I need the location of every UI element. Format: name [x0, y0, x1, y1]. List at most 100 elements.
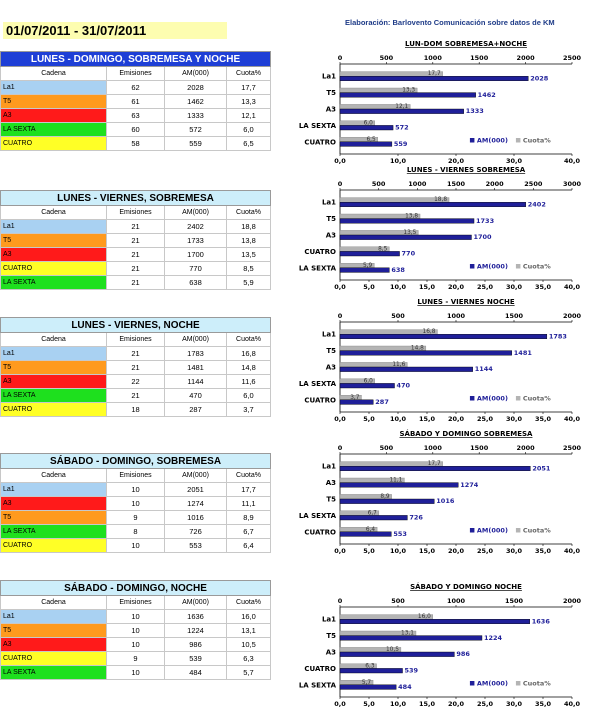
value-cell: 17,7: [226, 482, 271, 497]
value-cell: 12,1: [226, 108, 271, 123]
value-cell: 8: [106, 524, 165, 539]
legend-swatch-cuota: [515, 264, 521, 269]
column-header: AM(000): [164, 205, 227, 220]
channel-cell: LA SEXTA: [0, 275, 107, 290]
cuota-value-label: 13,5: [403, 230, 416, 236]
bottom-axis-tick-label: 25,0: [477, 547, 494, 555]
value-cell: 63: [106, 108, 165, 123]
table-row: La1 62 2028 17,7: [0, 80, 271, 95]
value-cell: 1274: [164, 496, 227, 511]
cuota-value-label: 8,5: [378, 246, 388, 252]
chart-title: LUN-DOM SOBREMESA+NOCHE: [405, 40, 527, 48]
top-axis-tick-label: 1000: [424, 444, 443, 452]
am-value-label: 1481: [514, 349, 533, 357]
value-cell: 726: [164, 524, 227, 539]
bottom-axis-tick-label: 10,0: [390, 157, 407, 165]
am-bar: [339, 141, 393, 147]
top-axis-tick-label: 1000: [424, 54, 443, 62]
audience-table: SÁBADO - DOMINGO, SOBREMESA Cadena Emision…: [0, 453, 271, 553]
value-cell: 1636: [164, 609, 227, 624]
bottom-axis-tick-label: 20,0: [448, 415, 465, 423]
category-label: LA SEXTA: [299, 681, 337, 689]
am-bar: [339, 651, 455, 657]
table-row: T5 9 1016 8,9: [0, 510, 271, 525]
category-label: LA SEXTA: [299, 122, 337, 130]
bottom-axis-tick-label: 5,0: [363, 547, 375, 555]
value-cell: 1333: [164, 108, 227, 123]
am-value-label: 1783: [549, 332, 567, 340]
audience-table: SÁBADO - DOMINGO, NOCHE Cadena Emisiones AM…: [0, 580, 271, 680]
category-label: LA SEXTA: [299, 380, 337, 388]
top-axis-tick-label: 2000: [486, 180, 505, 188]
value-cell: 1144: [164, 374, 227, 389]
category-label: T5: [326, 632, 336, 640]
bottom-axis-tick-label: 20,0: [448, 700, 465, 708]
column-header: Cuota%: [226, 205, 271, 220]
cuota-value-label: 13,8: [405, 214, 418, 220]
cuota-value-label: 6,5: [366, 137, 376, 143]
value-cell: 13,1: [226, 623, 271, 638]
top-axis-tick-label: 1000: [408, 180, 427, 188]
am-value-label: 1224: [484, 634, 503, 642]
category-label: La1: [322, 73, 336, 81]
bar-chart: SÁBADO Y DOMINGO NOCHE 0 500 1000 1500 2000 0,…: [299, 582, 582, 708]
value-cell: 287: [164, 402, 227, 417]
value-cell: 6,0: [226, 388, 271, 403]
value-cell: 1481: [164, 360, 227, 375]
top-axis-tick-label: 0: [338, 444, 343, 452]
table-title: LUNES - DOMINGO, SOBREMESA Y NOCHE: [0, 51, 271, 67]
bottom-axis-tick-label: 40,0: [564, 547, 581, 555]
legend-label-cuota: Cuota%: [523, 395, 551, 403]
bottom-axis-tick-label: 15,0: [419, 283, 436, 291]
value-cell: 10,5: [226, 637, 271, 652]
am-bar: [339, 234, 472, 240]
bottom-axis-tick-label: 15,0: [419, 415, 436, 423]
column-header: Cadena: [0, 205, 107, 220]
am-bar: [339, 498, 435, 504]
bottom-axis-tick-label: 10,0: [390, 547, 407, 555]
am-bar: [339, 76, 529, 82]
channel-cell: CUATRO: [0, 261, 107, 276]
table-header: Cadena Emisiones AM(000) Cuota%: [0, 468, 271, 483]
legend-swatch-cuota: [515, 396, 521, 401]
channel-cell: A3: [0, 374, 107, 389]
legend-swatch-am: [469, 264, 475, 269]
table-row: A3 10 986 10,5: [0, 637, 271, 652]
top-axis-tick-label: 1500: [470, 54, 489, 62]
am-value-label: 470: [397, 382, 411, 390]
cuota-value-label: 11,1: [389, 478, 402, 484]
am-value-label: 1636: [532, 617, 551, 625]
cuota-value-label: 17,7: [428, 71, 441, 77]
value-cell: 1462: [164, 94, 227, 109]
value-cell: 21: [106, 261, 165, 276]
table-row: T5 21 1481 14,8: [0, 360, 271, 375]
value-cell: 61: [106, 94, 165, 109]
chart-title: LUNES - VIERNES NOCHE: [417, 298, 514, 306]
value-cell: 3,7: [226, 402, 271, 417]
column-header: Cuota%: [226, 595, 271, 610]
cuota-value-label: 13,1: [401, 631, 414, 637]
value-cell: 1783: [164, 346, 227, 361]
bottom-axis-tick-label: 25,0: [477, 700, 494, 708]
cuota-value-label: 14,8: [411, 346, 424, 352]
column-header: AM(000): [164, 468, 227, 483]
channel-cell: A3: [0, 108, 107, 123]
cuota-value-label: 8,9: [380, 494, 390, 500]
am-value-label: 770: [402, 250, 416, 258]
top-axis-tick-label: 2000: [517, 444, 536, 452]
am-bar: [339, 383, 395, 389]
bottom-axis-tick-label: 0,0: [334, 700, 346, 708]
top-axis-tick-label: 2500: [563, 54, 582, 62]
am-value-label: 726: [409, 514, 423, 522]
column-header: Cuota%: [226, 468, 271, 483]
bottom-axis-tick-label: 35,0: [535, 283, 552, 291]
category-label: T5: [326, 347, 336, 355]
chart-title: LUNES - VIERNES SOBREMESA: [407, 166, 526, 174]
am-value-label: 986: [456, 650, 470, 658]
bottom-axis-tick-label: 5,0: [363, 700, 375, 708]
bottom-axis-tick-label: 30,0: [506, 700, 523, 708]
channel-cell: T5: [0, 94, 107, 109]
legend-label-am: AM(000): [477, 527, 508, 535]
legend-swatch-am: [469, 138, 475, 143]
channel-cell: LA SEXTA: [0, 388, 107, 403]
